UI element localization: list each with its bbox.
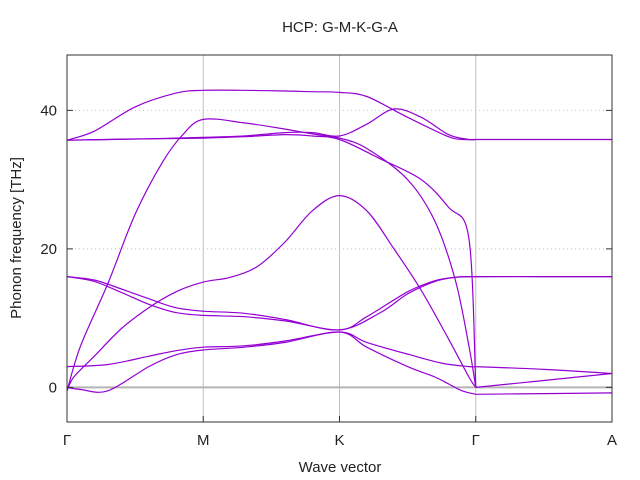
band-line-3: [66, 133, 477, 388]
y-axis-label: Phonon frequency [THz]: [8, 157, 25, 319]
x-tick-label: Γ: [472, 432, 480, 449]
x-tick-label: K: [334, 432, 344, 449]
x-tick-label: Γ: [63, 432, 71, 449]
x-axis-label: Wave vector: [299, 459, 382, 476]
x-tick-label: M: [197, 432, 210, 449]
band-line-10: [475, 366, 613, 375]
series-layer: [66, 89, 613, 395]
band-line-11: [475, 372, 613, 388]
grid-layer: [67, 55, 612, 422]
x-tick-label: A: [607, 432, 617, 449]
band-line-9: [66, 331, 476, 395]
y-tick-label: 0: [49, 379, 57, 396]
tick-layer: Γ M K Γ A 0 20 40: [40, 102, 617, 449]
band-line-5: [66, 194, 477, 392]
band-line-7: [66, 275, 612, 331]
y-tick-label: 40: [40, 102, 57, 119]
band-line-8: [66, 331, 476, 368]
band-line-4: [66, 118, 477, 391]
y-tick-label: 20: [40, 241, 57, 258]
band-line-12: [475, 392, 613, 395]
chart-title: HCP: G-M-K-G-A: [282, 19, 398, 36]
